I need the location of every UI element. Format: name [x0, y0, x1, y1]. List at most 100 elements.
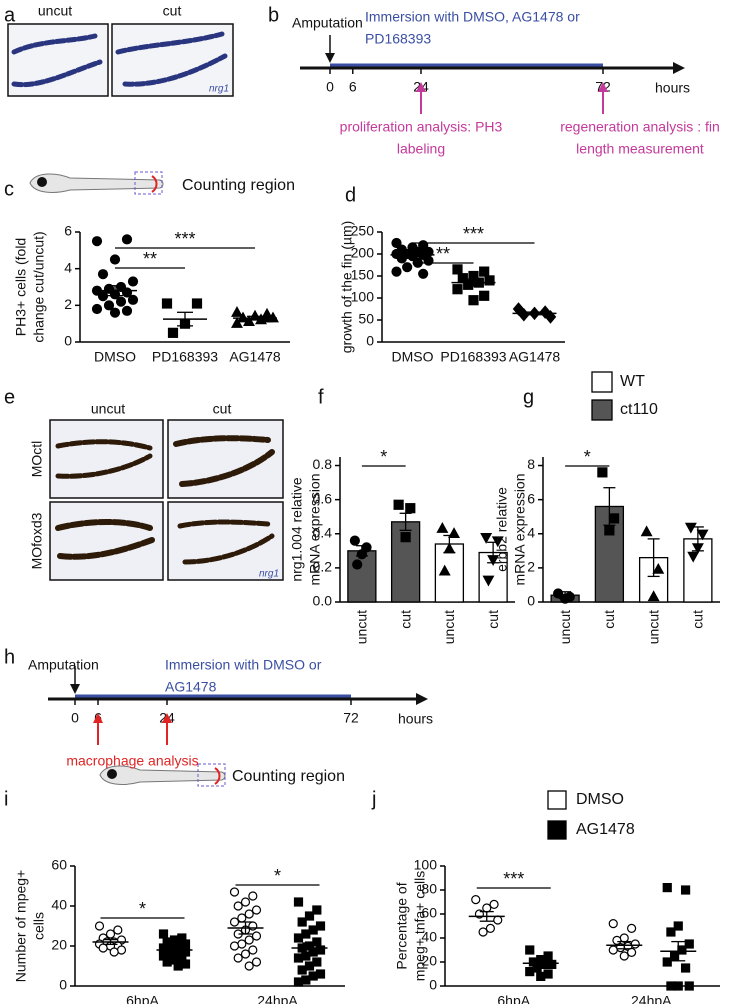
data-point [491, 536, 504, 548]
y-axis-title: mRNA expression [307, 473, 323, 585]
data-point [452, 284, 463, 295]
data-point [237, 939, 247, 949]
panel-letter: d [345, 184, 356, 206]
larva-eye [37, 177, 47, 187]
data-point [240, 949, 251, 959]
y-tick-label: 4 [527, 524, 535, 540]
row-label: MOctl [29, 441, 45, 478]
y-axis-title: Percentage of [394, 882, 410, 969]
data-point [443, 542, 456, 554]
data-point [162, 957, 172, 967]
data-point [121, 234, 133, 245]
data-point [233, 953, 243, 963]
y-axis-title: nrg1.004 relative [289, 477, 305, 582]
data-point [480, 532, 493, 544]
x-tick-label: uncut [441, 610, 457, 644]
data-point [482, 903, 492, 913]
data-point [418, 268, 429, 279]
legend-label: ct110 [620, 401, 658, 418]
data-point [485, 923, 496, 934]
data-point [297, 917, 307, 927]
bar [347, 550, 377, 603]
significance-label: * [274, 866, 281, 886]
y-tick-label: 8 [527, 456, 535, 472]
data-point [243, 315, 255, 327]
data-point [109, 947, 119, 957]
analysis-label: length measurement [576, 141, 704, 157]
y-axis-title: mRNA expression [512, 473, 528, 585]
data-point [608, 513, 620, 524]
data-point [484, 275, 495, 286]
panel-letter: g [523, 386, 534, 408]
treatment-label: PD168393 [365, 31, 431, 47]
data-point [167, 327, 179, 338]
y-tick-label: 100 [351, 289, 375, 305]
data-point [293, 977, 304, 987]
x-tick-label: PD168393 [152, 349, 218, 365]
significance-label: *** [503, 869, 524, 889]
row-label: MOfoxd3 [29, 512, 45, 569]
y-tick-label: 20 [421, 953, 437, 969]
data-point [684, 939, 694, 949]
y-tick-label: 150 [351, 267, 375, 283]
y-tick-label: 80 [421, 881, 437, 897]
legend-label: DMSO [576, 791, 624, 808]
gene-label: nrg1 [259, 569, 279, 580]
data-point [113, 925, 123, 935]
data-point [684, 522, 697, 534]
panel-letter: b [268, 4, 279, 26]
data-point [612, 935, 622, 946]
y-tick-label: 0.6 [313, 490, 333, 506]
significance-label: * [584, 447, 591, 467]
tick-label: 0 [71, 710, 79, 726]
data-point [116, 945, 127, 955]
y-tick-label: 2 [527, 559, 535, 575]
y-axis-title: erbb2 relative [494, 487, 510, 572]
larva [99, 765, 226, 785]
data-point [233, 901, 243, 911]
data-point [229, 887, 240, 897]
data-point [662, 957, 672, 967]
data-point [105, 929, 116, 939]
legend-swatch [591, 399, 613, 421]
data-point [696, 529, 709, 541]
data-point [525, 945, 535, 955]
x-tick-label: PD168393 [440, 349, 506, 365]
data-point [525, 966, 535, 977]
data-point [237, 913, 247, 923]
data-point [293, 897, 304, 907]
legend-swatch [547, 790, 567, 810]
treatment-label: Immersion with DMSO or [165, 657, 322, 673]
counting-box [134, 171, 163, 195]
data-point [687, 551, 700, 563]
data-point [158, 929, 169, 939]
data-point [680, 963, 691, 973]
analysis-label: proliferation analysis: PH3 [340, 119, 503, 135]
gene-label: nrg1 [209, 84, 229, 95]
start-label: Amputation [292, 15, 363, 31]
y-tick-label: 0 [429, 977, 437, 993]
tick-label: 0 [326, 79, 334, 95]
legend-swatch [547, 820, 567, 840]
data-point [626, 923, 637, 934]
data-point [608, 918, 618, 929]
legend-label: WT [620, 373, 645, 390]
x-tick-label: AG1478 [229, 349, 281, 365]
data-point [361, 542, 372, 553]
data-point [240, 897, 251, 907]
x-tick-label: cut [397, 610, 413, 629]
larva-schematic [29, 171, 164, 195]
y-tick-label: 2 [64, 296, 72, 312]
data-point [539, 305, 551, 319]
data-point [231, 317, 243, 328]
y-tick-label: 0.2 [313, 559, 333, 575]
data-point [608, 945, 618, 955]
significance-label: * [380, 447, 387, 467]
x-tick-label: cut [690, 610, 706, 629]
y-tick-label: 200 [351, 245, 375, 261]
y-tick-label: 0.4 [313, 524, 333, 540]
data-point [244, 909, 254, 919]
y-axis-title: growth of the fin (µm) [339, 221, 355, 354]
column-label: uncut [91, 401, 125, 417]
